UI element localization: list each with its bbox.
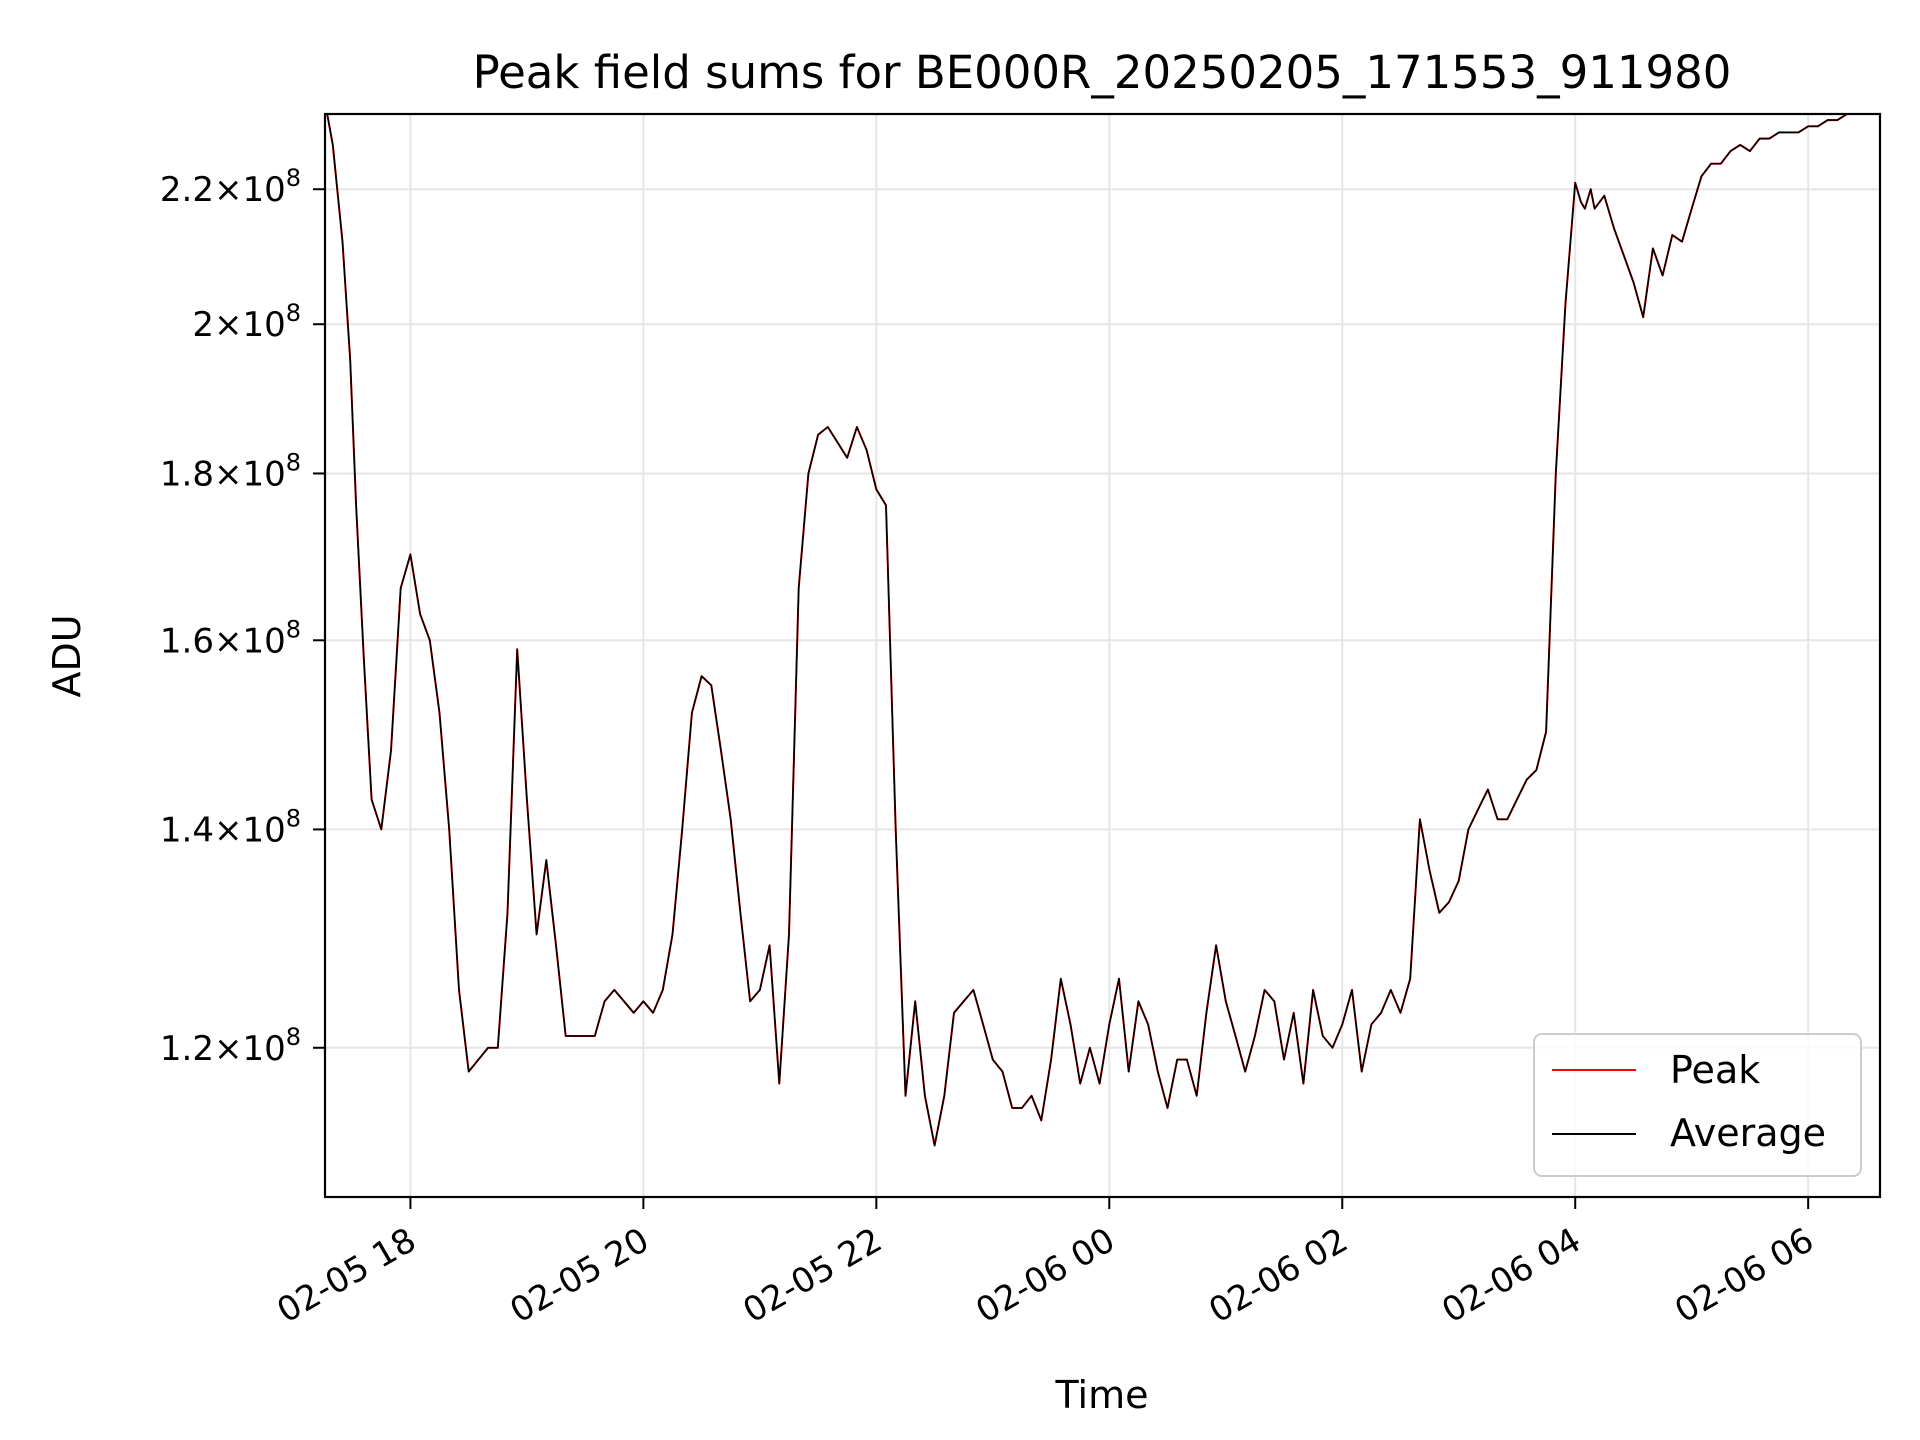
y-axis: 1.2×108 1.4×108 1.6×108 1.8×108 2×108 2.2×108 bbox=[160, 164, 325, 1069]
y-axis-title: ADU bbox=[45, 614, 89, 697]
y-tick-label: 1.8×108 bbox=[160, 448, 301, 494]
y-tick-label: 2×108 bbox=[192, 299, 301, 345]
legend-label-average: Average bbox=[1670, 1111, 1826, 1155]
chart-title: Peak field sums for BE000R_20250205_1715… bbox=[473, 46, 1732, 99]
x-axis-title: Time bbox=[1055, 1373, 1149, 1417]
legend: Peak Average bbox=[1533, 1033, 1862, 1177]
y-tick-label: 2.2×108 bbox=[160, 164, 301, 210]
average-series-line bbox=[326, 114, 1880, 1147]
legend-label-peak: Peak bbox=[1670, 1048, 1760, 1092]
y-tick-label: 1.2×108 bbox=[160, 1023, 301, 1069]
grid-lines bbox=[325, 114, 1880, 1197]
plot-frame bbox=[323, 112, 1882, 1199]
y-tick-label: 1.6×108 bbox=[160, 615, 301, 661]
y-tick-label: 1.4×108 bbox=[160, 804, 301, 850]
plot-area bbox=[326, 114, 1880, 1147]
